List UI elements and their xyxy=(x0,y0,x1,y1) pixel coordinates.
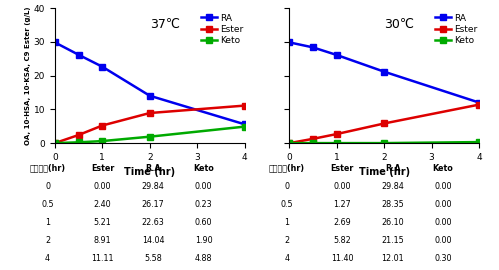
Text: R.A: R.A xyxy=(385,164,400,173)
Text: Keto: Keto xyxy=(193,164,214,173)
Text: 0.5: 0.5 xyxy=(281,200,293,209)
Text: 반응시간(hr): 반응시간(hr) xyxy=(29,164,65,173)
Text: 21.15: 21.15 xyxy=(381,236,404,245)
Keto xyxy=(242,125,248,128)
Ester xyxy=(286,141,292,145)
Keto xyxy=(286,141,292,145)
Text: 반응시간(hr): 반응시간(hr) xyxy=(269,164,305,173)
Text: 22.63: 22.63 xyxy=(142,218,165,227)
Text: 0: 0 xyxy=(284,182,289,191)
Ester xyxy=(381,122,387,125)
Text: 1.27: 1.27 xyxy=(333,200,351,209)
RA xyxy=(52,41,58,44)
Legend: RA, Ester, Keto: RA, Ester, Keto xyxy=(200,13,244,46)
Keto xyxy=(52,141,58,145)
Text: 4.88: 4.88 xyxy=(195,254,213,263)
Text: 0.00: 0.00 xyxy=(434,182,452,191)
RA xyxy=(334,53,340,57)
Text: 0.60: 0.60 xyxy=(195,218,213,227)
Y-axis label: OA, 10-HSA, 10-KSA, C9 Ester (g/L): OA, 10-HSA, 10-KSA, C9 Ester (g/L) xyxy=(25,6,31,145)
Text: 30℃: 30℃ xyxy=(384,18,414,31)
Text: 12.01: 12.01 xyxy=(381,254,404,263)
Text: 2: 2 xyxy=(45,236,50,245)
Text: 11.40: 11.40 xyxy=(331,254,353,263)
Text: 2.69: 2.69 xyxy=(333,218,351,227)
Text: 26.17: 26.17 xyxy=(142,200,165,209)
Text: 0: 0 xyxy=(45,182,50,191)
Text: 29.84: 29.84 xyxy=(142,182,165,191)
Text: 0.00: 0.00 xyxy=(333,182,351,191)
Keto xyxy=(476,140,482,144)
RA xyxy=(476,101,482,104)
Text: 5.21: 5.21 xyxy=(94,218,111,227)
Line: RA: RA xyxy=(51,39,248,128)
Text: 37℃: 37℃ xyxy=(150,18,180,31)
Text: Ester: Ester xyxy=(91,164,114,173)
Text: 26.10: 26.10 xyxy=(381,218,404,227)
Ester xyxy=(310,137,316,140)
Text: 4: 4 xyxy=(284,254,289,263)
RA xyxy=(381,70,387,73)
Keto xyxy=(147,135,153,138)
RA xyxy=(76,53,82,56)
Line: Keto: Keto xyxy=(286,139,483,147)
Line: RA: RA xyxy=(286,39,483,106)
Text: 4: 4 xyxy=(45,254,50,263)
Text: 11.11: 11.11 xyxy=(91,254,114,263)
Keto xyxy=(310,141,316,145)
Text: 1: 1 xyxy=(284,218,289,227)
Text: 1.90: 1.90 xyxy=(195,236,213,245)
RA xyxy=(99,65,105,68)
Text: Ester: Ester xyxy=(330,164,354,173)
Keto xyxy=(99,139,105,143)
Text: 1: 1 xyxy=(45,218,50,227)
Ester xyxy=(99,124,105,127)
Text: 0.00: 0.00 xyxy=(434,218,452,227)
Legend: RA, Ester, Keto: RA, Ester, Keto xyxy=(434,13,479,46)
Text: 0.30: 0.30 xyxy=(434,254,452,263)
Text: 5.58: 5.58 xyxy=(144,254,162,263)
Keto xyxy=(381,141,387,145)
Text: 0.00: 0.00 xyxy=(434,200,452,209)
Text: 8.91: 8.91 xyxy=(94,236,111,245)
Line: Keto: Keto xyxy=(51,123,248,147)
Text: 14.04: 14.04 xyxy=(142,236,164,245)
Ester xyxy=(52,141,58,145)
RA xyxy=(310,46,316,49)
Keto xyxy=(334,141,340,145)
X-axis label: Time (hr): Time (hr) xyxy=(124,167,175,177)
Text: 0.00: 0.00 xyxy=(195,182,213,191)
Ester xyxy=(242,104,248,107)
Text: 0.00: 0.00 xyxy=(434,236,452,245)
Ester xyxy=(334,132,340,136)
Text: A.: A. xyxy=(13,0,28,3)
Text: 28.35: 28.35 xyxy=(381,200,404,209)
Keto xyxy=(76,141,82,144)
Line: Ester: Ester xyxy=(286,101,483,147)
Ester xyxy=(76,133,82,137)
Text: 5.82: 5.82 xyxy=(333,236,351,245)
Text: 0.23: 0.23 xyxy=(195,200,213,209)
Text: 2: 2 xyxy=(284,236,289,245)
Text: B.: B. xyxy=(278,0,292,3)
RA xyxy=(147,94,153,97)
Ester xyxy=(147,112,153,115)
Text: R.A: R.A xyxy=(145,164,161,173)
Text: Keto: Keto xyxy=(433,164,454,173)
Text: 2.40: 2.40 xyxy=(94,200,111,209)
RA xyxy=(286,41,292,44)
Ester xyxy=(476,103,482,106)
Line: Ester: Ester xyxy=(51,102,248,147)
Text: 0.00: 0.00 xyxy=(94,182,111,191)
X-axis label: Time (hr): Time (hr) xyxy=(359,167,410,177)
RA xyxy=(242,123,248,126)
Text: 0.5: 0.5 xyxy=(41,200,54,209)
Text: 29.84: 29.84 xyxy=(381,182,404,191)
